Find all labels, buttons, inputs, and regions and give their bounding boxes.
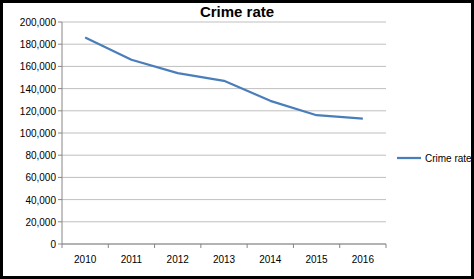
x-tick bbox=[62, 244, 63, 248]
x-tick-label: 2011 bbox=[121, 254, 143, 265]
y-tick bbox=[58, 88, 62, 89]
grid-line bbox=[62, 66, 386, 67]
outer-frame bbox=[2, 2, 473, 278]
x-tick bbox=[200, 244, 201, 248]
x-tick bbox=[154, 244, 155, 248]
grid-line bbox=[62, 244, 386, 245]
y-tick-label: 200,000 bbox=[20, 17, 57, 28]
x-tick-label: 2012 bbox=[167, 254, 190, 265]
title: Crime rate bbox=[200, 3, 274, 20]
grid-line bbox=[62, 177, 386, 178]
legend-label: Crime rate bbox=[425, 153, 472, 164]
y-tick bbox=[58, 22, 62, 23]
grid-line bbox=[62, 133, 386, 134]
y-tick bbox=[58, 110, 62, 111]
y-tick bbox=[58, 133, 62, 134]
grid-line bbox=[62, 22, 386, 23]
y-tick-label: 120,000 bbox=[20, 106, 57, 117]
y-tick-label: 80,000 bbox=[25, 150, 56, 161]
x-tick-label: 2015 bbox=[305, 254, 328, 265]
y-tick-label: 40,000 bbox=[25, 195, 56, 206]
grid-line bbox=[62, 221, 386, 222]
x-tick bbox=[108, 244, 109, 248]
background bbox=[0, 0, 474, 279]
x-tick-label: 2010 bbox=[74, 254, 97, 265]
y-axis bbox=[62, 22, 63, 244]
x-axis bbox=[62, 244, 386, 245]
legend-swatch bbox=[397, 157, 421, 159]
x-tick bbox=[293, 244, 294, 248]
y-tick bbox=[58, 44, 62, 45]
y-tick-label: 140,000 bbox=[20, 84, 57, 95]
chart: Crime rate 0 20,000 40,000 60,000 80,000 100,0… bbox=[0, 0, 474, 279]
y-tick bbox=[58, 244, 62, 245]
y-tick-label: 180,000 bbox=[20, 39, 57, 50]
plot-area bbox=[85, 38, 363, 119]
y-tick bbox=[58, 66, 62, 67]
grid-line bbox=[62, 155, 386, 156]
grid-line bbox=[62, 88, 386, 89]
x-tick bbox=[386, 244, 387, 248]
x-tick bbox=[339, 244, 340, 248]
x-tick-label: 2014 bbox=[259, 254, 282, 265]
grid-line bbox=[62, 199, 386, 200]
x-tick-label: 2013 bbox=[213, 254, 236, 265]
x-tick-label: 2016 bbox=[352, 254, 375, 265]
grid-line bbox=[62, 44, 386, 45]
y-tick bbox=[58, 177, 62, 178]
y-tick-label: 0 bbox=[50, 239, 56, 250]
y-tick bbox=[58, 221, 62, 222]
y-tick bbox=[58, 199, 62, 200]
x-tick bbox=[247, 244, 248, 248]
y-tick bbox=[58, 155, 62, 156]
y-tick-label: 20,000 bbox=[25, 217, 56, 228]
grid-line bbox=[62, 110, 386, 111]
series-line bbox=[85, 38, 363, 119]
y-tick-label: 60,000 bbox=[25, 172, 56, 183]
y-tick-label: 160,000 bbox=[20, 61, 57, 72]
y-tick-label: 100,000 bbox=[20, 128, 57, 139]
